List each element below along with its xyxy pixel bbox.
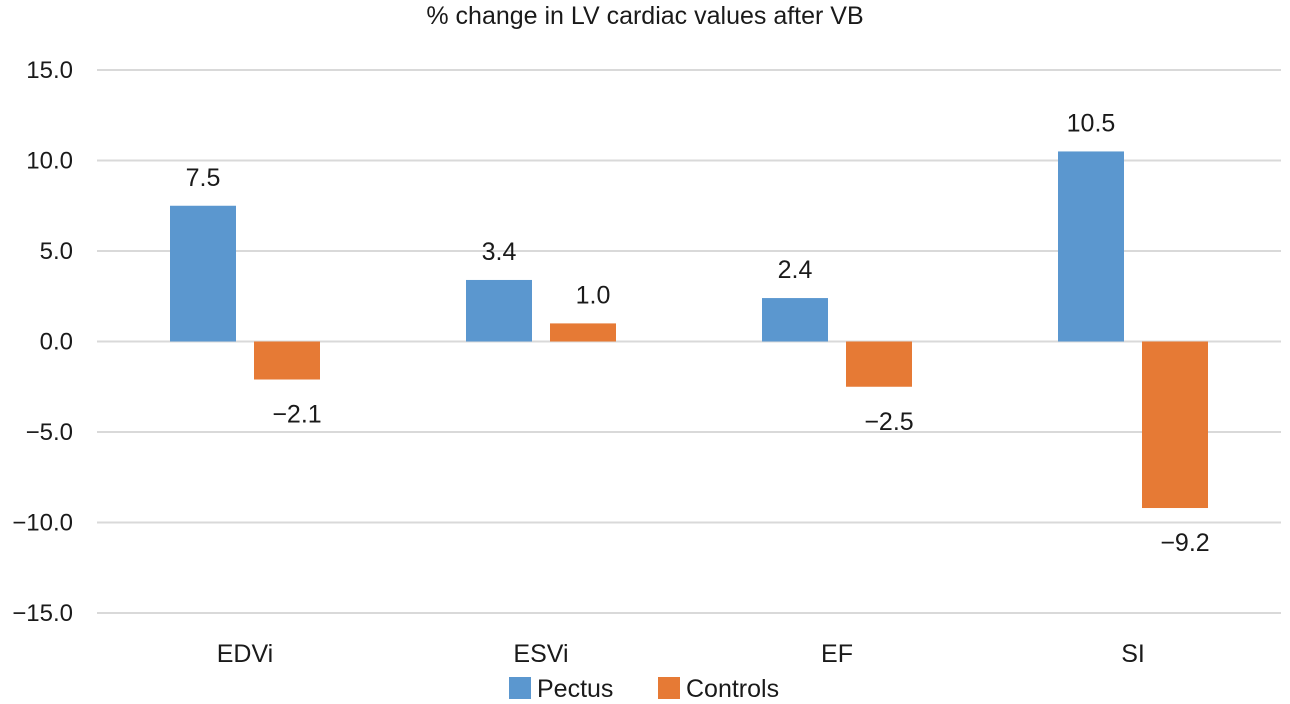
data-label: −2.1 [272,401,321,429]
data-label: 1.0 [576,281,611,309]
y-tick-label: −10.0 [12,510,73,537]
y-axis: 15.0 10.0 5.0 0.0 −5.0 −10.0 −15.0 [12,57,73,627]
bar-pectus-edvi [170,205,236,342]
bar-pectus-ef [762,298,828,342]
bar-controls-edvi [254,341,320,380]
y-tick-label: 5.0 [40,238,73,265]
data-label: 2.4 [778,256,813,284]
data-label: 3.4 [482,238,517,266]
x-tick-label: ESVi [513,640,568,668]
data-labels: 7.5 −2.1 3.4 1.0 2.4 −2.5 10.5 −9.2 [186,109,1210,557]
y-tick-label: 0.0 [40,329,73,356]
legend-swatch-pectus [509,677,531,699]
bar-controls-ef [846,341,912,387]
bar-controls-si [1142,341,1208,509]
x-tick-label: SI [1121,640,1145,668]
legend-swatch-controls [658,677,680,699]
chart-title: % change in LV cardiac values after VB [426,2,863,30]
x-axis: EDVi ESVi EF SI [217,640,1145,668]
legend-label-controls: Controls [686,675,779,703]
bar-pectus-si [1058,151,1124,342]
data-label: 10.5 [1067,109,1116,137]
y-tick-label: −5.0 [26,419,73,446]
data-label: 7.5 [186,164,221,192]
data-label: −2.5 [864,408,913,436]
y-tick-label: 10.0 [26,148,73,175]
legend: Pectus Controls [509,675,779,703]
bar-controls-esvi [550,323,616,342]
x-tick-label: EDVi [217,640,274,668]
bar-pectus-esvi [466,279,532,342]
x-tick-label: EF [821,640,853,668]
data-label: −9.2 [1160,529,1209,557]
y-tick-label: −15.0 [12,600,73,627]
legend-label-pectus: Pectus [537,675,613,703]
bars [170,151,1208,509]
y-tick-label: 15.0 [26,57,73,84]
